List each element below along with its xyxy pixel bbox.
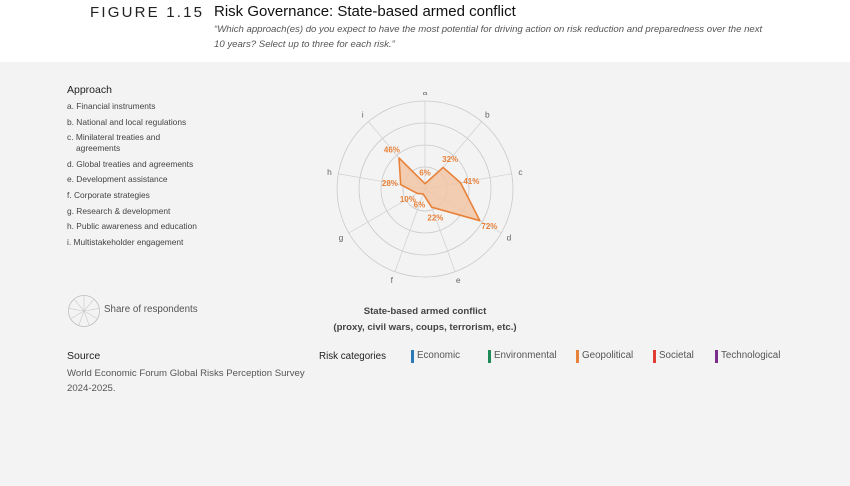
axis-label-e: e [456, 275, 461, 285]
geopolitical-color-bar [576, 350, 579, 363]
axis-label-d: d [507, 233, 512, 243]
axis-spoke [394, 188, 426, 272]
societal-color-bar [653, 350, 656, 363]
risk-category-environmental: Environmental [488, 350, 557, 363]
data-label-f: 6% [414, 200, 426, 209]
chart-caption: State-based armed conflict (proxy, civil… [300, 304, 550, 335]
radar-legend-icon [68, 295, 100, 327]
data-label-e: 22% [427, 214, 443, 223]
axis-label-h: h [327, 167, 332, 177]
chart-caption-line2: (proxy, civil wars, coups, terrorism, et… [333, 321, 517, 333]
source-heading: Source [67, 350, 101, 362]
technological-color-bar [715, 350, 718, 363]
approach-item: g. Research & development [67, 205, 171, 216]
approach-item: e. Development assistance [67, 174, 168, 185]
axis-label-a: a [423, 92, 428, 97]
data-label-i: 46% [384, 146, 400, 155]
risk-category-economic: Economic [411, 350, 461, 363]
approach-item: h. Public awareness and education [67, 221, 197, 232]
risk-category-label: Geopolitical [582, 350, 634, 361]
approach-item: b. National and local regulations [67, 116, 187, 127]
figure-title: Risk Governance: State-based armed confl… [214, 3, 516, 20]
header: FIGURE 1.15 Risk Governance: State-based… [0, 0, 850, 62]
risk-category-label: Environmental [494, 350, 557, 361]
approach-list: a. Financial instruments b. National and… [67, 101, 201, 252]
risk-category-geopolitical: Geopolitical [576, 350, 634, 363]
risk-category-label: Economic [417, 350, 461, 361]
risk-categories-label: Risk categories [319, 351, 386, 362]
approach-item: a. Financial instruments [67, 101, 156, 111]
data-label-g: 10% [400, 195, 416, 204]
environmental-color-bar [488, 350, 491, 363]
axis-label-g: g [339, 233, 344, 243]
axis-label-b: b [485, 110, 490, 120]
data-label-b: 32% [442, 155, 458, 164]
approach-item: i. Multistakeholder engagement [67, 236, 184, 247]
axis-label-i: i [362, 110, 364, 120]
data-label-d: 72% [481, 222, 497, 231]
axis-label-f: f [391, 275, 394, 285]
approach-item: d. Global treaties and agreements [67, 158, 194, 169]
approach-item: f. Corporate strategies [67, 189, 150, 200]
approach-heading: Approach [67, 84, 112, 96]
risk-category-label: Technological [721, 350, 781, 361]
economic-color-bar [411, 350, 414, 363]
axis-spoke [348, 188, 426, 234]
risk-category-technological: Technological [715, 350, 781, 363]
risk-category-societal: Societal [653, 350, 694, 363]
series-area [398, 157, 481, 222]
axis-label-c: c [518, 167, 522, 177]
chart-caption-line1: State-based armed conflict [363, 306, 487, 317]
share-of-respondents-label: Share of respondents [104, 304, 198, 315]
source-text: World Economic Forum Global Risks Percep… [67, 368, 305, 394]
data-label-h: 28% [382, 179, 398, 188]
data-label-c: 41% [463, 177, 479, 186]
figure-label: FIGURE 1.15 [90, 4, 205, 21]
risk-category-label: Societal [659, 350, 694, 361]
data-label-a: 6% [419, 169, 431, 178]
approach-item: c. Minilateral treaties and agreements [67, 132, 161, 154]
figure-subtitle: “Which approach(es) do you expect to hav… [214, 24, 763, 50]
